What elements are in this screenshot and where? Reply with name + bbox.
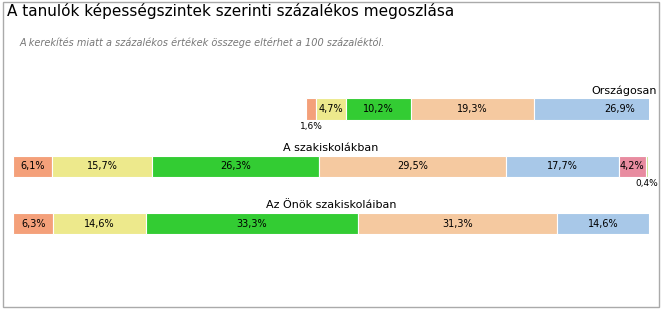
Bar bbox=[506, 155, 619, 177]
Bar bbox=[357, 213, 557, 235]
Text: 6,3%: 6,3% bbox=[21, 219, 46, 229]
Text: 4,7%: 4,7% bbox=[319, 104, 344, 114]
Text: 1,6%: 1,6% bbox=[300, 122, 323, 131]
Bar bbox=[52, 155, 152, 177]
Bar bbox=[645, 155, 648, 177]
Text: 19,3%: 19,3% bbox=[457, 104, 488, 114]
Bar bbox=[534, 98, 662, 120]
Text: A szakiskolákban: A szakiskolákban bbox=[283, 143, 379, 153]
Bar bbox=[346, 98, 411, 120]
Text: 14,6%: 14,6% bbox=[84, 219, 115, 229]
Text: 31,3%: 31,3% bbox=[442, 219, 473, 229]
Text: 26,3%: 26,3% bbox=[220, 161, 251, 171]
Text: Országosan: Országosan bbox=[592, 86, 657, 96]
Bar bbox=[53, 213, 146, 235]
Text: 29,5%: 29,5% bbox=[397, 161, 428, 171]
Bar bbox=[557, 213, 649, 235]
Text: 6,1%: 6,1% bbox=[21, 161, 45, 171]
Text: 10,2%: 10,2% bbox=[363, 104, 394, 114]
Text: 14,6%: 14,6% bbox=[588, 219, 618, 229]
Text: 4,2%: 4,2% bbox=[620, 161, 645, 171]
Text: 15,7%: 15,7% bbox=[87, 161, 117, 171]
Bar bbox=[316, 98, 346, 120]
Text: A tanulók képességszintek szerinti százalékos megoszlása: A tanulók képességszintek szerinti száza… bbox=[7, 3, 454, 19]
Text: 26,9%: 26,9% bbox=[604, 104, 635, 114]
Bar bbox=[13, 213, 53, 235]
Bar bbox=[319, 155, 506, 177]
Bar bbox=[146, 213, 357, 235]
Bar bbox=[152, 155, 319, 177]
Text: A kerekítés miatt a százalékos értékek összege eltérhet a 100 százaléktól.: A kerekítés miatt a százalékos értékek ö… bbox=[20, 37, 385, 48]
Text: 33,3%: 33,3% bbox=[236, 219, 267, 229]
Text: 17,7%: 17,7% bbox=[547, 161, 578, 171]
Text: 0,4%: 0,4% bbox=[636, 179, 658, 188]
Bar bbox=[13, 155, 52, 177]
Bar bbox=[307, 98, 316, 120]
Bar bbox=[619, 155, 645, 177]
Bar bbox=[411, 98, 534, 120]
Text: Az Önök szakiskoláiban: Az Önök szakiskoláiban bbox=[266, 201, 397, 210]
